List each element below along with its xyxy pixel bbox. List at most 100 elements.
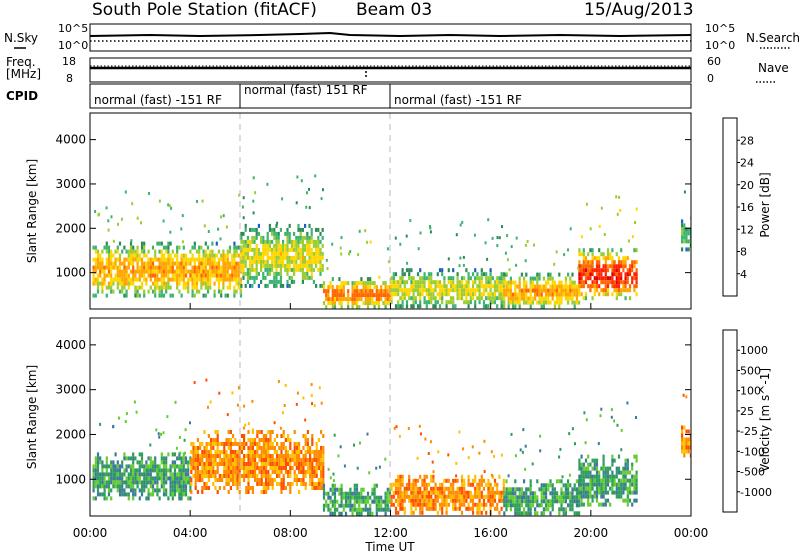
range-cell [184,253,188,258]
beam-title: Beam 03 [356,0,432,20]
range-cell [300,462,303,466]
range-cell [349,495,352,500]
range-cell [145,496,148,501]
range-cell [539,434,542,438]
range-cell [549,483,552,488]
range-cell [147,261,150,266]
range-cell [313,458,316,462]
range-cell [306,231,309,236]
range-cell [145,464,148,469]
range-cell [364,229,367,233]
range-cell [267,482,270,486]
range-cell [94,261,97,266]
range-cell [202,261,205,266]
range-cell [529,304,532,309]
range-cell [617,284,621,289]
range-cell [238,446,241,450]
range-cell [264,283,267,288]
range-cell [298,466,301,470]
range-cell [582,482,585,487]
range-cell [317,482,320,486]
range-cell [340,491,343,496]
range-cell [584,264,588,269]
range-cell [293,446,296,450]
range-cell [96,484,100,489]
range-cell [403,284,406,289]
range-cell [351,495,354,500]
range-cell [578,490,581,495]
range-cell [308,223,311,228]
range-cell [278,458,281,462]
range-cell [327,285,330,290]
range-cell [471,498,475,503]
range-cell [388,499,392,504]
range-cell [129,464,133,469]
range-cell [617,268,621,273]
range-cell [595,260,599,265]
range-cell [203,450,206,454]
range-cell [290,247,293,252]
range-cell [223,466,226,470]
range-cell [252,211,255,215]
range-cell [313,486,316,490]
range-cell [195,269,199,274]
range-cell [196,478,199,482]
range-cell [310,275,313,280]
range-cell [518,507,521,512]
range-cell [384,507,387,512]
range-cell [489,494,492,499]
range-cell [251,239,254,244]
cpid-segment-1: normal (fast) -151 RF [94,93,222,107]
range-cell [314,174,317,178]
range-cell [293,247,296,252]
range-cell [96,273,100,278]
range-cell [99,281,102,286]
range-cell [531,276,534,281]
range-cell [184,480,188,485]
range-cell [322,434,325,438]
range-cell [249,247,252,252]
range-cell [602,292,605,297]
range-cell [293,239,296,244]
range-cell [558,280,561,285]
range-cell [203,454,206,458]
velocity-colorbar-tick: -25 [740,425,758,438]
range-cell [377,503,381,508]
range-cell [237,277,240,282]
range-cell [591,264,594,269]
range-cell [173,277,177,282]
range-cell [196,466,199,470]
range-cell [246,267,249,272]
range-cell [212,454,215,458]
range-cell [437,450,440,454]
range-cell [192,454,195,458]
range-cell [416,490,420,495]
range-cell [169,241,172,246]
range-cell [227,446,230,450]
range-cell [233,241,236,246]
range-cell [116,472,119,477]
range-cell [401,304,404,309]
range-cell [240,239,243,244]
range-cell [467,482,470,487]
range-cell [542,511,545,516]
range-cell [143,472,146,477]
range-cell [523,284,526,289]
range-cell [534,491,537,496]
range-cell [304,275,307,280]
range-cell [474,502,477,507]
noise-panel: N.Sky 10^5 10^0 10^5 10^0 N.Search [4,22,800,52]
range-cell [160,484,163,489]
range-cell [266,271,269,276]
range-cell [229,458,232,462]
range-cell [171,484,174,489]
range-cell [107,249,111,254]
range-cell [401,272,404,277]
range-cell [467,300,470,305]
range-cell [247,490,250,494]
range-cell [409,219,412,223]
range-cell [604,498,607,503]
range-cell [582,502,585,507]
range-cell [567,300,570,305]
range-cell [575,499,578,504]
